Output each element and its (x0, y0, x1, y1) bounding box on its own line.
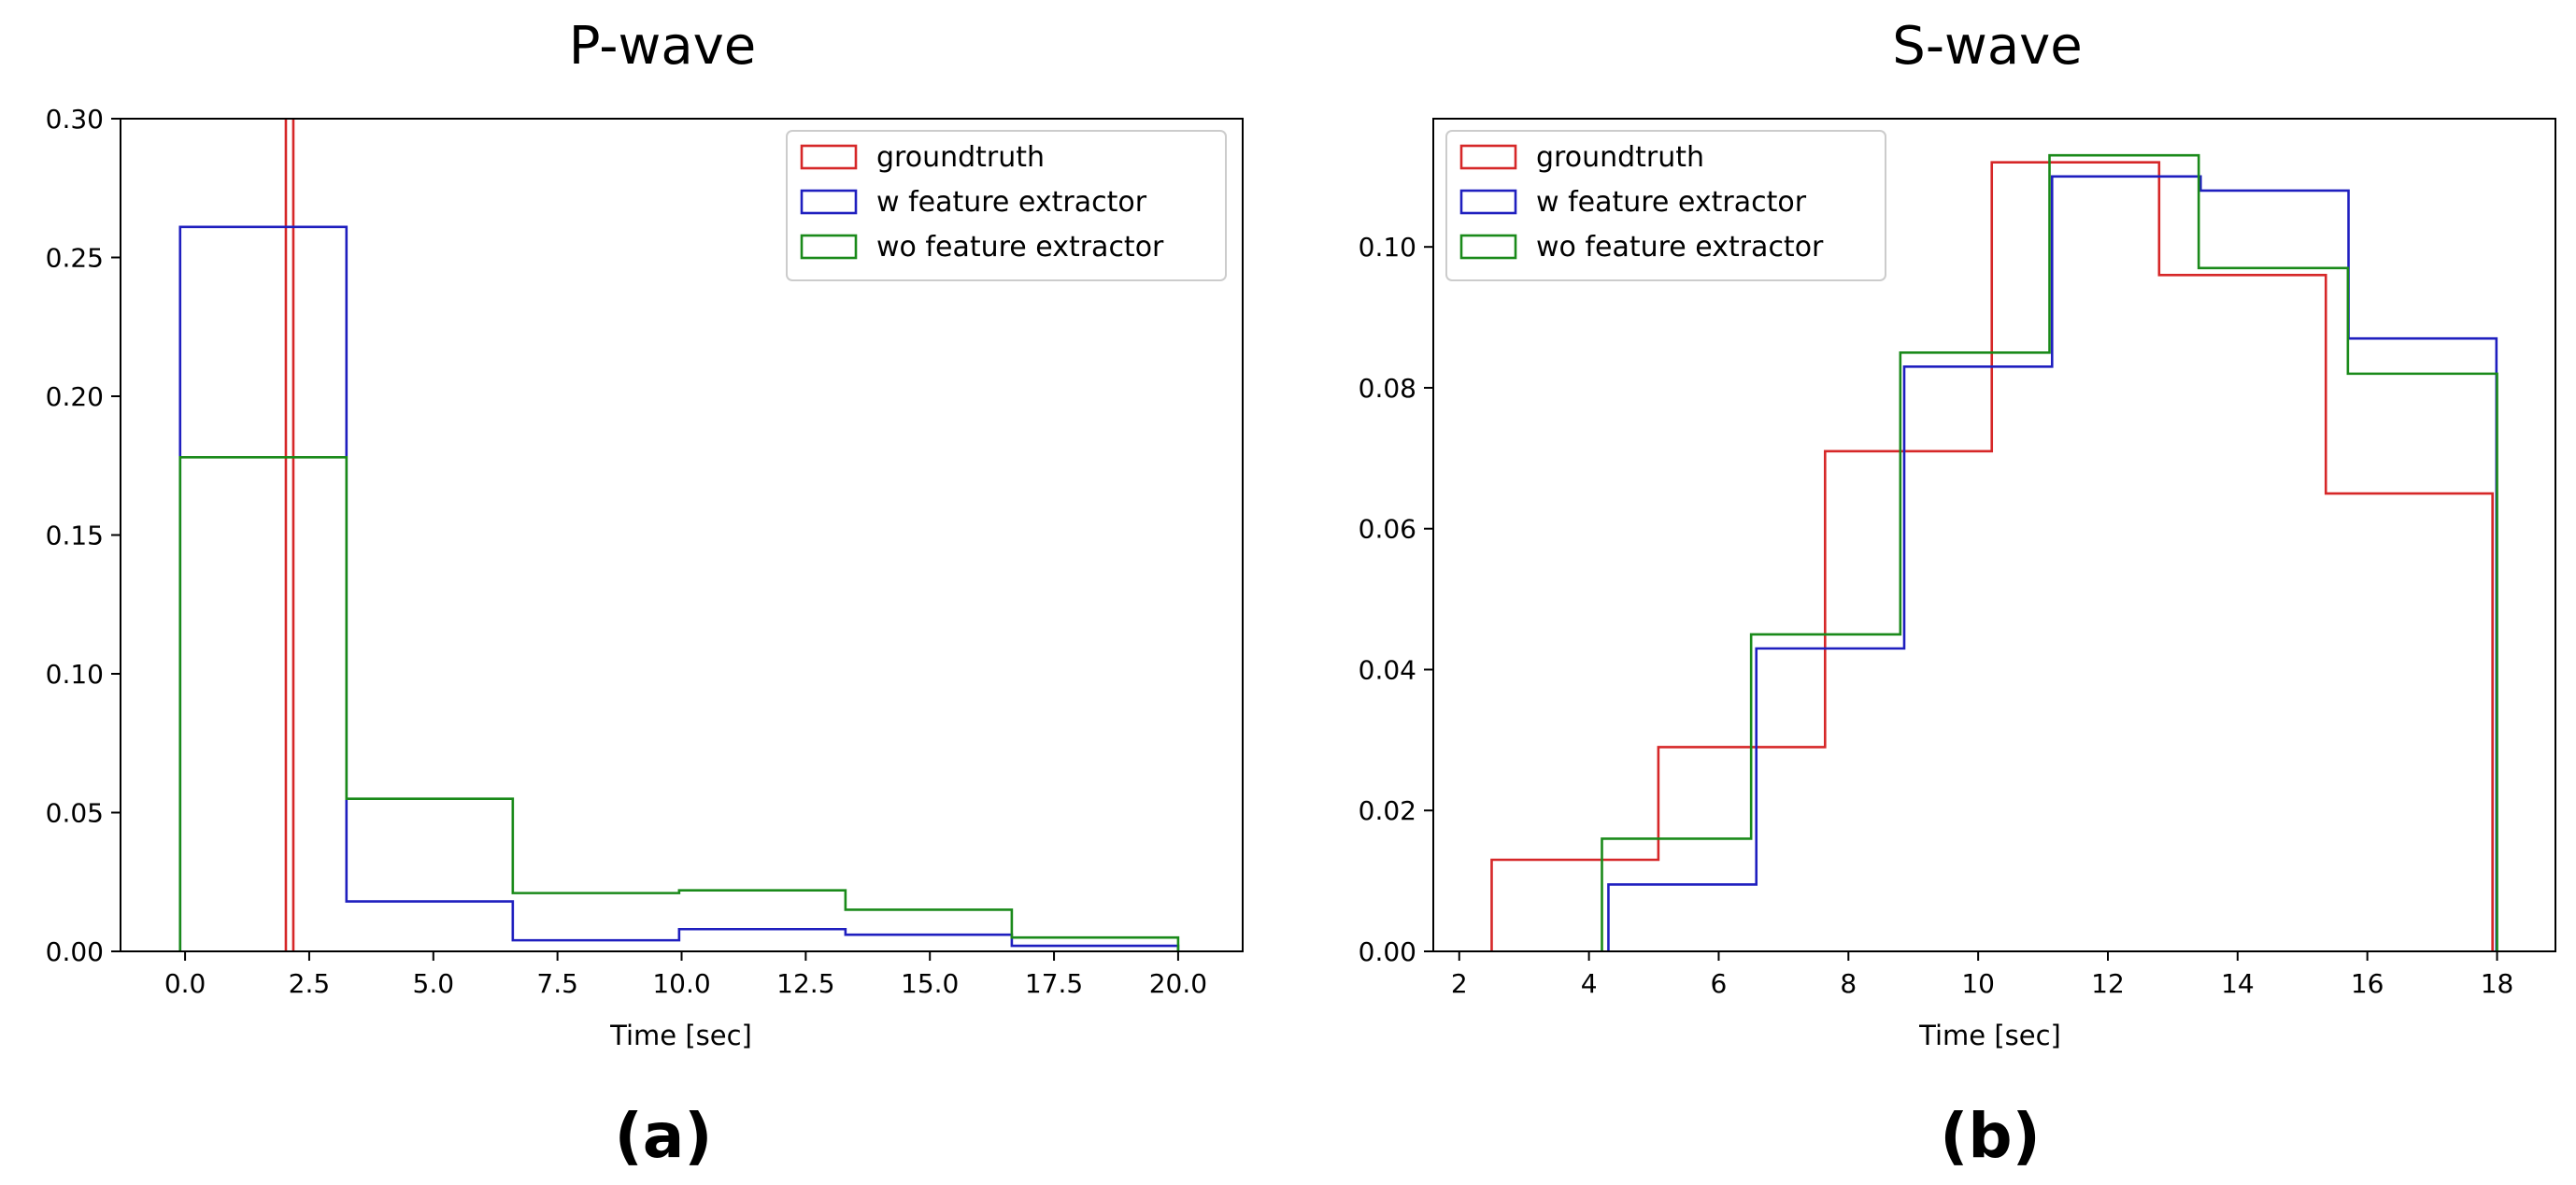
series-group (1490, 153, 2498, 951)
legend-entry-label: wo feature extractor (876, 231, 1164, 264)
legend-entry-label: w feature extractor (876, 186, 1147, 219)
legend-entry-label: w feature extractor (1536, 186, 1807, 219)
legend-box (786, 130, 1227, 281)
legend-swatch (800, 189, 858, 215)
y-tick-label: 0.10 (1359, 232, 1416, 263)
legend-swatch (1459, 144, 1517, 170)
y-tick-label: 0.10 (46, 659, 104, 690)
x-tick-label: 10.0 (652, 968, 710, 999)
x-tick-label: 12 (2091, 968, 2125, 999)
x-tick-label: 18 (2481, 968, 2514, 999)
series-group (178, 119, 1180, 951)
chart-body: 0.0 2.5 5.0 7.5 10.0 12.5 15.0 17.5 20.0 0.00 0.05… (46, 104, 1244, 999)
y-tick-label: 0.25 (46, 243, 104, 274)
y-tick-label: 0.05 (46, 798, 104, 829)
chart-title: S-wave (1892, 16, 2082, 77)
x-tick-label: 14 (2221, 968, 2255, 999)
x-tick-label: 10 (1961, 968, 1995, 999)
legend-entry-label: wo feature extractor (1536, 231, 1824, 264)
x-axis-label: Time [sec] (609, 1020, 752, 1051)
x-tick-label: 8 (1840, 968, 1857, 999)
y-tick-label: 0.02 (1359, 795, 1416, 826)
y-tick-label: 0.30 (46, 104, 104, 135)
y-tick-label: 0.15 (46, 521, 104, 551)
axes-frame (1432, 118, 2556, 952)
x-tick-label: 16 (2351, 968, 2384, 999)
series-wo-feature-extractor-outline (178, 456, 1180, 951)
chart-s-wave: S-wave 2 4 6 8 10 12 14 16 18 0.00 0.02 0.04 0.06 0.0… (1359, 16, 2556, 1172)
y-tick-label: 0.04 (1359, 654, 1416, 685)
legend-swatch (800, 144, 858, 170)
chart-body: 2 4 6 8 10 12 14 16 18 0.00 0.02 0.04 0.06 0.08 0.10 gr… (1359, 118, 2556, 999)
x-tick-label: 15.0 (901, 968, 959, 999)
chart-p-wave: P-wave 0.0 2.5 5.0 7.5 10.0 12.5 15.0 17.5 20.00… (46, 16, 1244, 1172)
legend-entry-label: groundtruth (1536, 141, 1704, 174)
legend-swatch (800, 234, 858, 260)
legend: groundtruth w feature extractor wo feature… (786, 130, 1227, 281)
x-tick-label: 0.0 (164, 968, 206, 999)
panel-label: (a) (615, 1100, 713, 1172)
y-tick-label: 0.06 (1359, 514, 1416, 545)
legend-entry-label: groundtruth (876, 141, 1045, 174)
legend-swatch (1459, 234, 1517, 260)
y-tick-label: 0.08 (1359, 373, 1416, 404)
series-wo-feature-extractor-outline (1601, 153, 2498, 951)
legend-swatch (1459, 189, 1517, 215)
legend-box (1445, 130, 1886, 281)
series-w-feature-extractor-outline (178, 225, 1180, 951)
x-tick-label: 4 (1581, 968, 1598, 999)
x-tick-label: 2.5 (289, 968, 331, 999)
x-tick-label: 7.5 (536, 968, 578, 999)
x-tick-label: 5.0 (413, 968, 455, 999)
x-tick-label: 12.5 (776, 968, 834, 999)
x-tick-label: 2 (1451, 968, 1468, 999)
y-tick-label: 0.20 (46, 381, 104, 412)
y-tick-label: 0.00 (46, 936, 104, 967)
x-axis-label: Time [sec] (1918, 1020, 2061, 1051)
series-groundtruth-outline (1490, 161, 2494, 951)
x-tick-label: 17.5 (1025, 968, 1083, 999)
legend: groundtruth w feature extractor wo feature… (1445, 130, 1886, 281)
panel-label: (b) (1940, 1100, 2041, 1172)
x-tick-label: 6 (1711, 968, 1728, 999)
y-tick-label: 0.00 (1359, 936, 1416, 967)
chart-title: P-wave (569, 16, 756, 77)
x-tick-label: 20.0 (1149, 968, 1207, 999)
